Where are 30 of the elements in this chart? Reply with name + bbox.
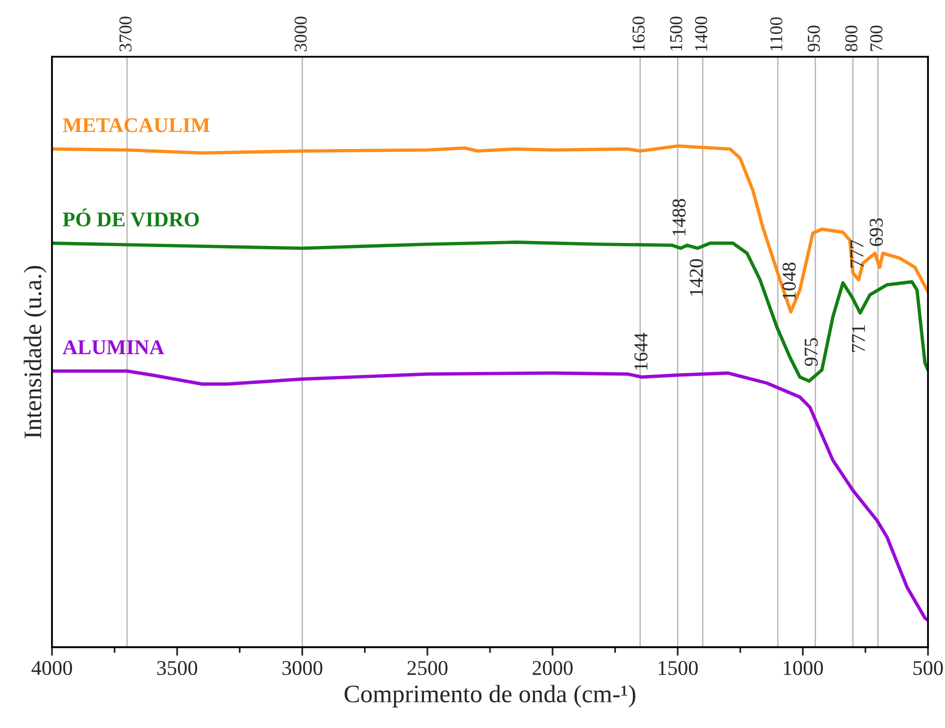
x-tick-label: 3000 [282,660,322,676]
x-tick-label: 3500 [157,660,198,676]
ref-line-label: 700 [870,26,882,51]
x-tick-label: 1500 [658,660,698,676]
ref-line-label: 1500 [670,16,682,50]
ref-line-label: 1400 [695,16,708,50]
series-label: PÓ DE VIDRO [62,208,199,227]
x-tick-label: 1000 [784,660,823,676]
x-tick-label: 2000 [532,660,573,676]
x-axis-title: Comprimento de onda (cm-¹) [344,684,636,708]
ref-line-label: 1650 [632,16,645,50]
annotation: 975 [804,338,818,366]
ref-line-label: 3000 [294,16,307,52]
y-axis-title: Intensidade (u.a.) [24,266,46,438]
ref-line-label: 800 [845,26,858,52]
x-tick-label: 500 [914,660,943,676]
x-tick-label: 4000 [32,660,72,676]
ref-line-label: 1100 [770,17,782,50]
series-label: ALUMINA [62,340,164,354]
annotation: 771 [852,325,865,352]
annotation: 777 [850,240,864,268]
ref-line-label: 950 [808,26,820,52]
annotation: 1420 [690,259,703,296]
ref-line-label: 3700 [119,16,132,52]
x-tick-label: 2500 [407,660,448,676]
series-label: METACAULIM [62,118,210,132]
annotation: 693 [870,218,883,246]
annotation: 1048 [782,262,796,300]
annotation: 1644 [634,332,648,370]
annotation: 1488 [672,198,686,236]
